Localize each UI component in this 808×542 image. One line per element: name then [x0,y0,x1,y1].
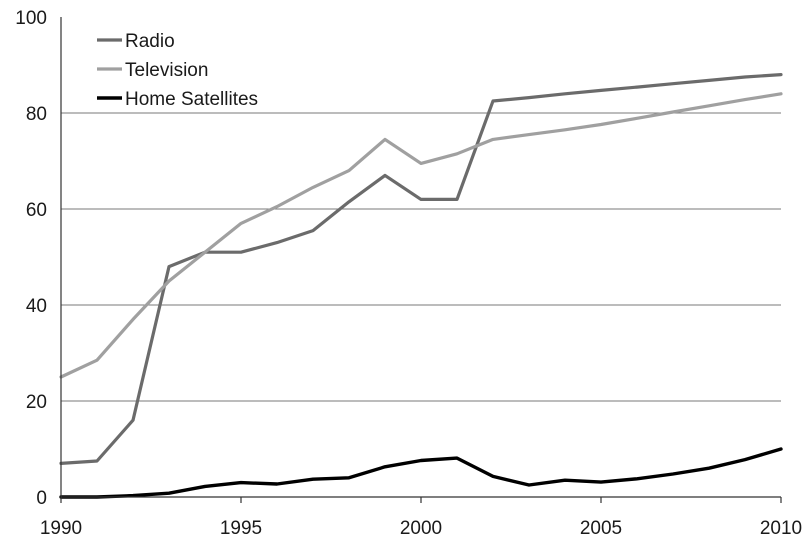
y-tick-label-80: 80 [26,104,47,125]
y-tick-label-40: 40 [26,296,47,317]
x-tick-label-1990: 1990 [40,518,82,539]
legend-label-television: Television [125,60,208,81]
x-tick-label-2000: 2000 [400,518,442,539]
y-tick-label-0: 0 [36,488,47,509]
series-line-home-satellites [59,447,783,499]
axes [60,17,782,503]
tick-labels: 0 20 40 60 80 100 1990 1995 2000 2005 2010 [15,8,802,539]
grid-lines [61,112,781,402]
x-tick-label-2010: 2010 [760,518,802,539]
legend-label-radio: Radio [125,31,175,52]
series-line-television [59,92,783,379]
x-tick-label-2005: 2005 [580,518,622,539]
y-tick-label-100: 100 [15,8,47,29]
legend-label-home-satellites: Home Satellites [125,89,258,110]
legend: Radio Television Home Satellites [97,31,258,110]
series-line-radio [59,72,783,465]
x-tick-label-1995: 1995 [220,518,262,539]
series-lines [59,72,783,499]
y-tick-label-60: 60 [26,200,47,221]
y-tick-label-20: 20 [26,392,47,413]
